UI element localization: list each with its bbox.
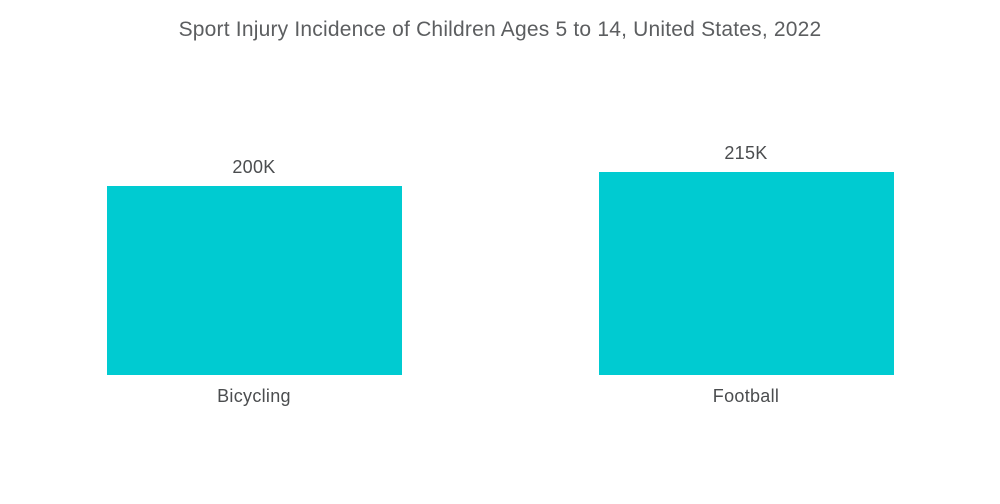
bar-football [598, 172, 894, 375]
bar-value-label: 215K [724, 143, 768, 163]
bar-bicycling [106, 186, 402, 375]
plot-area: 200K Bicycling 215K Football [0, 143, 1000, 406]
bar-group-football: 215K Football [598, 143, 894, 406]
bar-category-label: Football [712, 386, 780, 406]
bar-group-bicycling: 200K Bicycling [106, 157, 402, 406]
bar-value-label: 200K [232, 157, 276, 177]
bar-category-label: Bicycling [217, 386, 291, 406]
chart-title: Sport Injury Incidence of Children Ages … [178, 18, 822, 41]
